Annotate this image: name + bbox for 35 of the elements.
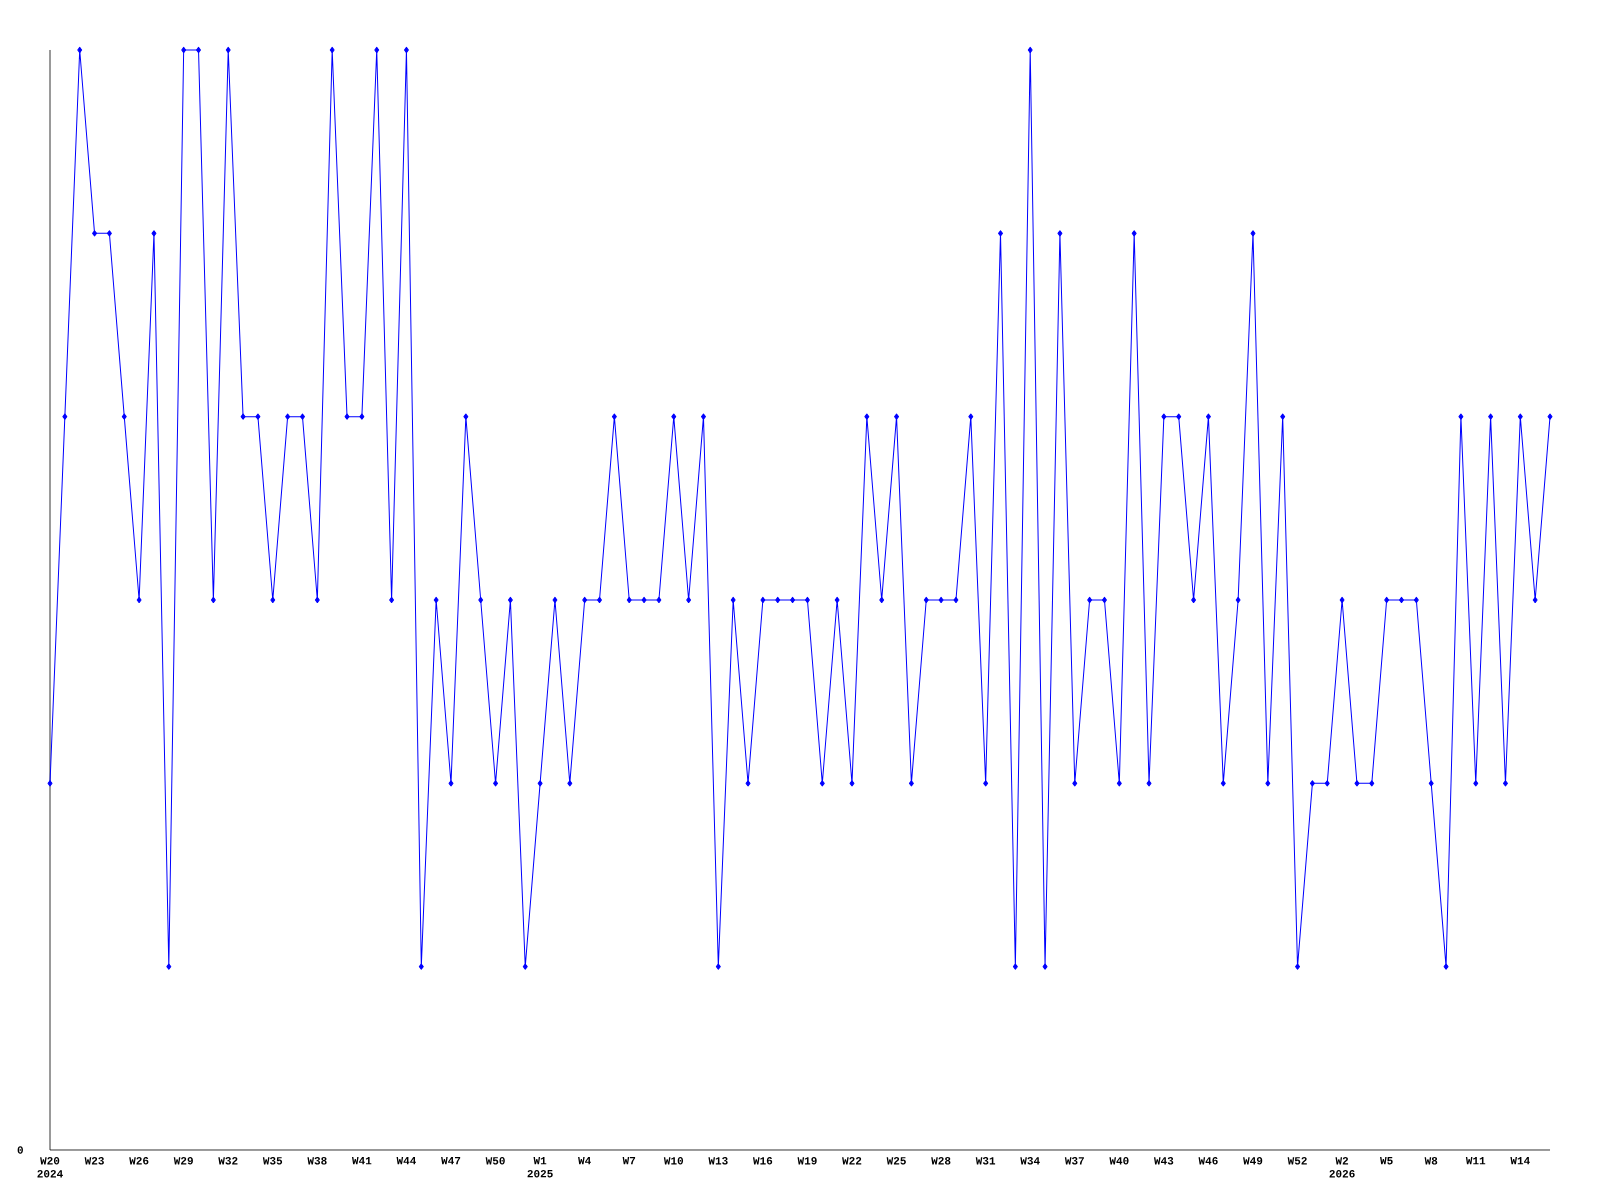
x-tick-label: W35 bbox=[262, 1157, 283, 1165]
x-tick-label: W31 bbox=[975, 1157, 996, 1165]
x-tick-label: W40 bbox=[1109, 1157, 1129, 1165]
text: 0 bbox=[17, 1146, 23, 1154]
x-tick-label: W10 bbox=[663, 1157, 684, 1165]
x-tick-label: W37 bbox=[1064, 1157, 1084, 1165]
x-tick-label: W28 bbox=[931, 1157, 951, 1165]
x-tick-label: W16 bbox=[752, 1157, 773, 1165]
x-tick-label: W13 bbox=[708, 1157, 728, 1165]
x-tick-label: W41 bbox=[351, 1157, 372, 1165]
x-tick-label: W46 bbox=[1198, 1157, 1218, 1165]
x-tick-label: W50 bbox=[485, 1157, 505, 1165]
x-tick-label: W23 bbox=[84, 1157, 104, 1165]
x-tick-label: W25 bbox=[886, 1157, 906, 1165]
x-tick-label: W44 bbox=[396, 1157, 417, 1165]
x-tick-label: W1 2025 bbox=[527, 1157, 553, 1178]
x-tick-label: W38 bbox=[307, 1157, 327, 1165]
x-tick-label: W19 bbox=[797, 1157, 817, 1165]
x-tick-label: W20 2024 bbox=[37, 1157, 63, 1178]
x-tick-label: W2 2026 bbox=[1329, 1157, 1355, 1178]
x-tick-label: W7 bbox=[622, 1157, 636, 1165]
x-tick-label: W14 bbox=[1510, 1157, 1530, 1165]
x-tick-label: W52 bbox=[1287, 1157, 1307, 1165]
x-tick-label: W8 bbox=[1424, 1157, 1438, 1165]
x-tick-label: W5 bbox=[1380, 1157, 1393, 1165]
x-tick-label: W43 bbox=[1153, 1157, 1174, 1165]
x-tick-label: W26 bbox=[129, 1157, 149, 1165]
x-tick-label: W11 bbox=[1465, 1157, 1486, 1165]
x-tick-label: W22 bbox=[842, 1157, 862, 1165]
x-tick-label: W29 bbox=[173, 1157, 193, 1165]
x-tick-label: W34 bbox=[1020, 1157, 1040, 1165]
x-tick-label: W32 bbox=[218, 1157, 238, 1165]
x-tick-label: W49 bbox=[1243, 1157, 1263, 1165]
x-tick-label: W47 bbox=[441, 1157, 461, 1165]
x-tick-label: W4 bbox=[578, 1157, 591, 1165]
